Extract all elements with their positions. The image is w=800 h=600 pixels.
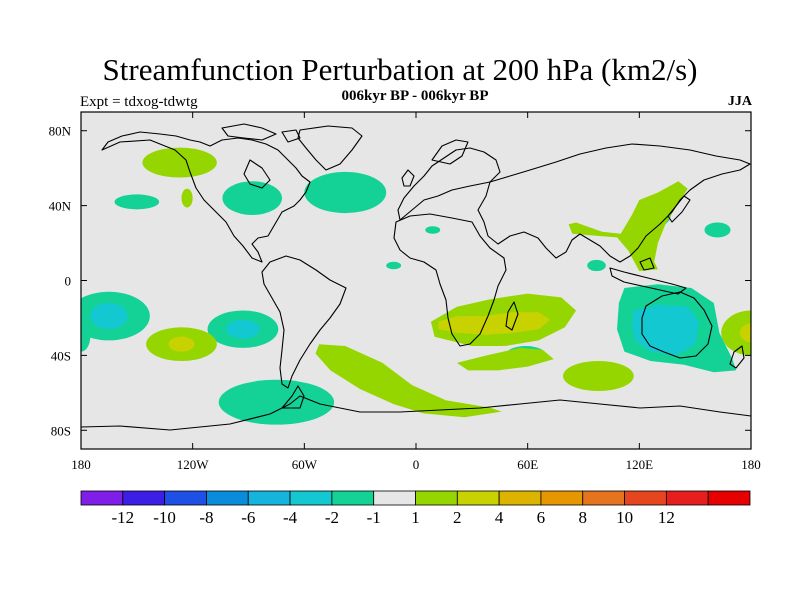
anomaly-blob — [587, 259, 606, 272]
colorbar-label: 4 — [495, 508, 504, 527]
anomaly-blob — [81, 321, 91, 352]
axis-layer: 180 120W 60W 0 60E 120E 180 80N 40N 0 40S 80S — [49, 112, 761, 472]
antarctica-coastline — [81, 395, 751, 431]
lat-tick-label: 80N — [49, 124, 72, 139]
colorbar-label: -1 — [367, 508, 381, 527]
experiment-label: Expt = tdxog-tdwtg — [80, 94, 198, 110]
north-america-coastline — [101, 131, 311, 263]
lon-tick-label: 180 — [71, 457, 91, 472]
australia-coastline — [641, 291, 713, 359]
lon-tick-label: 60E — [517, 457, 538, 472]
anomaly-region — [568, 181, 688, 272]
colorbar-swatch — [206, 490, 249, 506]
new-zealand-coastline — [729, 345, 745, 369]
colorbar-swatch — [624, 490, 667, 506]
lat-tick-label: 40S — [51, 348, 71, 363]
lat-tick-label: 80S — [51, 423, 71, 438]
hudson-bay-coastline — [243, 159, 271, 189]
anomaly-blob — [90, 302, 128, 330]
british-isles-coastline — [401, 169, 415, 187]
colorbar-label: 12 — [658, 508, 675, 527]
anomaly-blob — [114, 194, 160, 210]
anomaly-region — [438, 312, 550, 335]
chart-subtitle: 006kyr BP - 006kyr BP — [341, 88, 489, 104]
colorbar-label: -8 — [199, 508, 213, 527]
colorbar-swatch — [707, 490, 751, 506]
anomaly-region — [631, 304, 699, 356]
arctic-islands-coastline — [221, 123, 301, 143]
colorbar-swatch — [331, 490, 375, 506]
colorbar-swatch — [289, 490, 333, 506]
lat-tick-label: 0 — [65, 274, 72, 289]
anomaly-blob — [563, 361, 634, 391]
south-america-coastline — [261, 255, 347, 389]
colorbar-swatch — [498, 490, 542, 506]
anomaly-blob — [168, 336, 195, 352]
colorbar-swatch — [582, 490, 625, 506]
colorbar-label: -2 — [325, 508, 339, 527]
japan-coastline — [667, 195, 691, 223]
lon-tick-label: 120W — [177, 457, 210, 472]
chart-title: Streamfunction Perturbation at 200 hPa (… — [102, 52, 698, 87]
anomaly-blob — [222, 181, 282, 215]
colorbar-label: -10 — [153, 508, 176, 527]
colorbar-swatch — [456, 490, 500, 506]
colorbar-label: -4 — [283, 508, 298, 527]
colorbar-swatch — [665, 490, 709, 506]
asia-coastline — [477, 143, 751, 263]
scandinavia-coastline — [431, 139, 469, 165]
lon-tick-label: 180 — [741, 457, 761, 472]
anomaly-blob — [704, 222, 731, 238]
anomaly-blob — [142, 147, 217, 178]
colorbar-label: 2 — [453, 508, 462, 527]
anomaly-blob — [226, 319, 260, 339]
colorbar-label: -12 — [111, 508, 134, 527]
colorbar-label: -6 — [241, 508, 255, 527]
anomaly-blob — [181, 188, 193, 208]
colorbar: -12 -10 -8 -6 -4 -2 -1 1 2 4 6 8 10 12 — [80, 490, 751, 527]
colorbar-label: 8 — [579, 508, 588, 527]
colorbar-swatch — [415, 490, 458, 506]
lat-tick-label: 40N — [49, 199, 72, 214]
colorbar-swatch — [540, 490, 584, 506]
antarctic-peninsula-coastline — [281, 385, 305, 409]
greenland-coastline — [297, 125, 363, 171]
europe-coastline — [397, 147, 501, 221]
colorbar-label: 10 — [616, 508, 633, 527]
lon-tick-label: 60W — [292, 457, 318, 472]
anomaly-blob — [304, 171, 387, 214]
madagascar-coastline — [505, 301, 519, 331]
coastline-layer — [81, 123, 751, 431]
indonesia-coastline — [609, 257, 687, 295]
colorbar-label: 6 — [537, 508, 546, 527]
colorbar-swatch — [164, 490, 207, 506]
anomaly-region — [456, 347, 554, 371]
lon-tick-label: 120E — [626, 457, 654, 472]
anomaly-blob — [386, 261, 402, 270]
anomaly-layer — [81, 147, 751, 425]
colorbar-swatch — [122, 490, 166, 506]
anomaly-blob — [739, 323, 751, 343]
anomaly-blob — [218, 379, 335, 425]
africa-coastline — [393, 213, 507, 347]
anomaly-blob — [425, 226, 441, 234]
lon-tick-label: 0 — [413, 457, 420, 472]
anomaly-region — [315, 344, 502, 418]
colorbar-swatch — [80, 490, 124, 506]
anomaly-blob — [721, 310, 751, 356]
colorbar-swatch — [247, 490, 291, 506]
colorbar-label: 1 — [411, 508, 420, 527]
colorbar-swatch — [373, 490, 416, 506]
season-label: JJA — [727, 94, 752, 109]
